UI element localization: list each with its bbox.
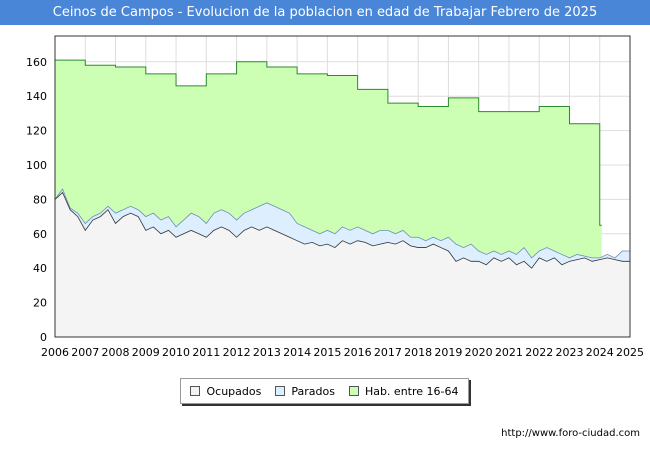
y-tick-label-60: 60 [33,228,47,241]
legend: Ocupados Parados Hab. entre 16-64 [180,378,469,404]
y-tick-label-100: 100 [26,159,47,172]
x-tick-label-2018: 2018 [404,346,432,359]
legend-item-parados: Parados [275,385,335,398]
series-parados-line [54,188,630,259]
x-tick-label-2014: 2014 [283,346,311,359]
legend-item-ocupados: Ocupados [190,385,261,398]
legend-swatch-parados [275,386,286,396]
x-tick-label-2016: 2016 [344,346,372,359]
y-tick-label-20: 20 [33,297,47,310]
legend-label-hab: Hab. entre 16-64 [364,384,459,398]
x-tick-label-2011: 2011 [192,346,220,359]
x-tick-label-2017: 2017 [374,346,402,359]
x-tick-label-2020: 2020 [465,346,493,359]
x-tick-label-2019: 2019 [434,346,462,359]
x-tick-label-2008: 2008 [102,346,130,359]
chart-title: Ceinos de Campos - Evolucion de la pobla… [0,0,650,25]
x-tick-label-2021: 2021 [495,346,523,359]
x-tick-label-2022: 2022 [525,346,553,359]
x-tick-label-2015: 2015 [313,346,341,359]
x-tick-label-2010: 2010 [162,346,190,359]
y-tick-label-140: 140 [26,90,47,103]
series-hab-line [55,59,602,226]
source-credit: http://www.foro-ciudad.com [501,428,640,439]
plot-areas [54,59,630,337]
legend-label-ocupados: Ocupados [206,384,262,398]
plot-frame [54,35,631,338]
x-tick-label-2009: 2009 [132,346,160,359]
x-tick-label-2025: 2025 [616,346,644,359]
legend-swatch-hab [348,386,359,396]
x-tick-label-2006: 2006 [41,346,69,359]
y-tick-label-0: 0 [40,331,47,344]
y-tick-label-120: 120 [26,125,47,138]
x-tick-label-2013: 2013 [253,346,281,359]
x-tick-label-2012: 2012 [223,346,251,359]
x-tick-label-2023: 2023 [555,346,583,359]
y-tick-label-80: 80 [33,193,47,206]
legend-item-hab: Hab. entre 16-64 [348,384,459,398]
y-tick-label-160: 160 [26,56,47,69]
x-tick-label-2007: 2007 [71,346,99,359]
legend-swatch-ocupados [190,386,201,396]
x-tick-label-2024: 2024 [586,346,614,359]
legend-label-parados: Parados [291,384,335,398]
series-ocupados-line [54,191,630,269]
series-ocupados-area [55,192,630,337]
y-tick-label-40: 40 [33,262,47,275]
